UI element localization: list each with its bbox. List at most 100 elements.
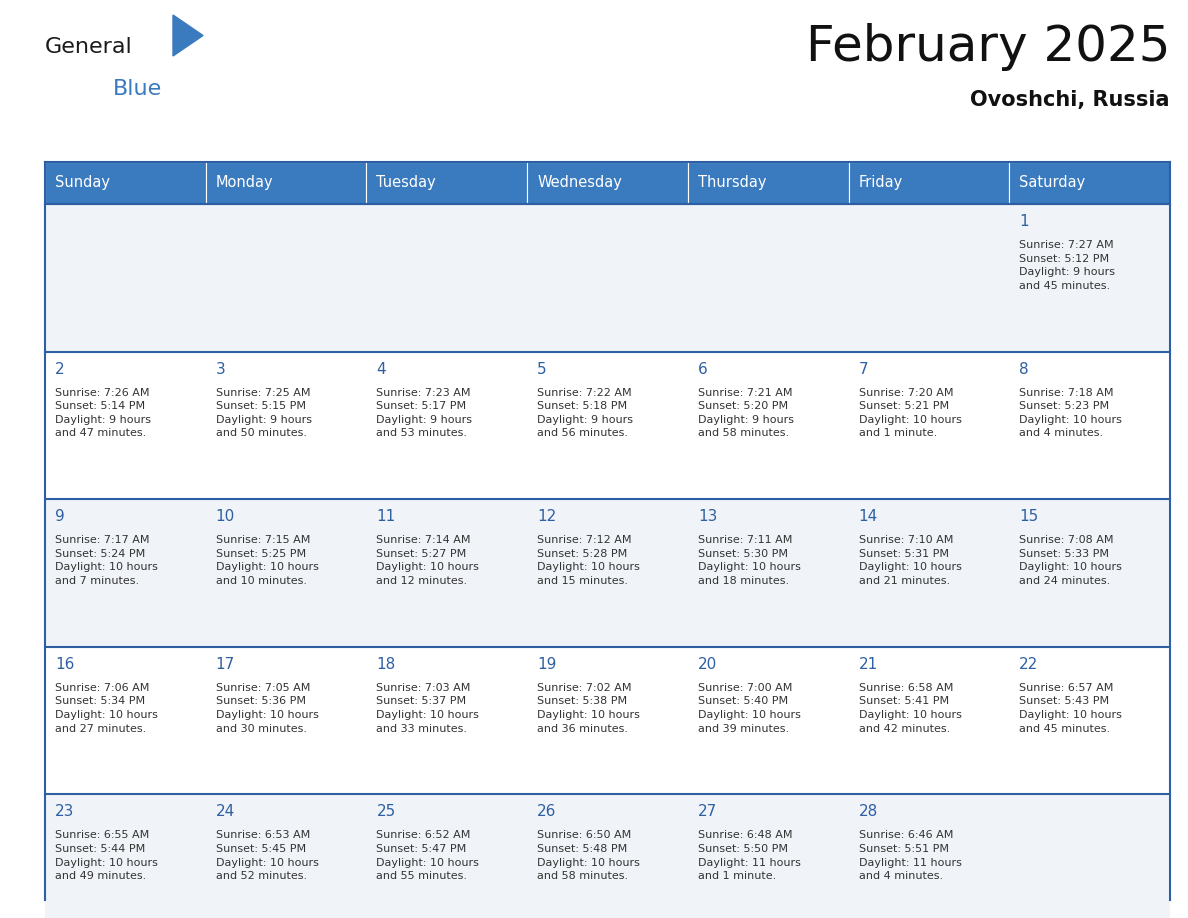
Text: 15: 15 (1019, 509, 1038, 524)
Bar (366, 162, 527, 204)
Text: 23: 23 (55, 804, 75, 820)
Bar (688, 352, 848, 499)
Text: General: General (45, 37, 133, 57)
Bar (366, 352, 527, 499)
Bar (527, 794, 688, 918)
Text: Ovoshchi, Russia: Ovoshchi, Russia (971, 90, 1170, 110)
Bar (206, 499, 366, 647)
Bar (848, 499, 1010, 647)
Bar (848, 794, 1010, 918)
Text: Thursday: Thursday (697, 175, 766, 191)
Bar (206, 794, 366, 918)
Bar (1010, 204, 1170, 352)
Bar (45, 794, 206, 918)
Bar (366, 647, 527, 794)
Text: Sunrise: 7:18 AM
Sunset: 5:23 PM
Daylight: 10 hours
and 4 minutes.: Sunrise: 7:18 AM Sunset: 5:23 PM Dayligh… (1019, 387, 1123, 439)
Text: Sunrise: 6:50 AM
Sunset: 5:48 PM
Daylight: 10 hours
and 58 minutes.: Sunrise: 6:50 AM Sunset: 5:48 PM Dayligh… (537, 831, 640, 881)
Bar (688, 794, 848, 918)
Text: 5: 5 (537, 362, 546, 376)
Text: 24: 24 (216, 804, 235, 820)
Text: Sunrise: 7:26 AM
Sunset: 5:14 PM
Daylight: 9 hours
and 47 minutes.: Sunrise: 7:26 AM Sunset: 5:14 PM Dayligh… (55, 387, 151, 439)
Text: 12: 12 (537, 509, 556, 524)
Text: 13: 13 (697, 509, 718, 524)
Bar (688, 204, 848, 352)
Text: 6: 6 (697, 362, 708, 376)
Bar (688, 162, 848, 204)
Bar (527, 204, 688, 352)
Text: Sunrise: 7:21 AM
Sunset: 5:20 PM
Daylight: 9 hours
and 58 minutes.: Sunrise: 7:21 AM Sunset: 5:20 PM Dayligh… (697, 387, 794, 439)
Text: Monday: Monday (216, 175, 273, 191)
Text: Tuesday: Tuesday (377, 175, 436, 191)
Text: Sunrise: 7:00 AM
Sunset: 5:40 PM
Daylight: 10 hours
and 39 minutes.: Sunrise: 7:00 AM Sunset: 5:40 PM Dayligh… (697, 683, 801, 733)
Text: Sunrise: 7:15 AM
Sunset: 5:25 PM
Daylight: 10 hours
and 10 minutes.: Sunrise: 7:15 AM Sunset: 5:25 PM Dayligh… (216, 535, 318, 586)
Text: Sunrise: 7:02 AM
Sunset: 5:38 PM
Daylight: 10 hours
and 36 minutes.: Sunrise: 7:02 AM Sunset: 5:38 PM Dayligh… (537, 683, 640, 733)
Bar (1010, 352, 1170, 499)
Bar (45, 499, 206, 647)
Text: 22: 22 (1019, 656, 1038, 672)
Text: Sunrise: 7:20 AM
Sunset: 5:21 PM
Daylight: 10 hours
and 1 minute.: Sunrise: 7:20 AM Sunset: 5:21 PM Dayligh… (859, 387, 961, 439)
Bar (527, 162, 688, 204)
Text: Sunrise: 7:22 AM
Sunset: 5:18 PM
Daylight: 9 hours
and 56 minutes.: Sunrise: 7:22 AM Sunset: 5:18 PM Dayligh… (537, 387, 633, 439)
Bar (45, 352, 206, 499)
Text: 2: 2 (55, 362, 64, 376)
Text: Sunrise: 7:11 AM
Sunset: 5:30 PM
Daylight: 10 hours
and 18 minutes.: Sunrise: 7:11 AM Sunset: 5:30 PM Dayligh… (697, 535, 801, 586)
Text: Friday: Friday (859, 175, 903, 191)
Bar (848, 204, 1010, 352)
Text: 9: 9 (55, 509, 65, 524)
Bar (848, 647, 1010, 794)
Text: Sunrise: 6:48 AM
Sunset: 5:50 PM
Daylight: 11 hours
and 1 minute.: Sunrise: 6:48 AM Sunset: 5:50 PM Dayligh… (697, 831, 801, 881)
Bar (1010, 162, 1170, 204)
Bar (366, 499, 527, 647)
Bar (688, 647, 848, 794)
Bar (527, 499, 688, 647)
Bar (366, 204, 527, 352)
Text: 26: 26 (537, 804, 556, 820)
Bar (527, 352, 688, 499)
Text: Sunrise: 6:55 AM
Sunset: 5:44 PM
Daylight: 10 hours
and 49 minutes.: Sunrise: 6:55 AM Sunset: 5:44 PM Dayligh… (55, 831, 158, 881)
Text: Sunrise: 7:12 AM
Sunset: 5:28 PM
Daylight: 10 hours
and 15 minutes.: Sunrise: 7:12 AM Sunset: 5:28 PM Dayligh… (537, 535, 640, 586)
Bar (366, 794, 527, 918)
Text: Sunrise: 7:08 AM
Sunset: 5:33 PM
Daylight: 10 hours
and 24 minutes.: Sunrise: 7:08 AM Sunset: 5:33 PM Dayligh… (1019, 535, 1123, 586)
Bar (688, 499, 848, 647)
Text: Sunrise: 7:27 AM
Sunset: 5:12 PM
Daylight: 9 hours
and 45 minutes.: Sunrise: 7:27 AM Sunset: 5:12 PM Dayligh… (1019, 240, 1116, 291)
Text: Sunrise: 6:53 AM
Sunset: 5:45 PM
Daylight: 10 hours
and 52 minutes.: Sunrise: 6:53 AM Sunset: 5:45 PM Dayligh… (216, 831, 318, 881)
Text: 18: 18 (377, 656, 396, 672)
Text: 14: 14 (859, 509, 878, 524)
Text: 19: 19 (537, 656, 556, 672)
Polygon shape (173, 15, 203, 56)
Text: 4: 4 (377, 362, 386, 376)
Bar (206, 647, 366, 794)
Bar (527, 647, 688, 794)
Text: Sunrise: 7:03 AM
Sunset: 5:37 PM
Daylight: 10 hours
and 33 minutes.: Sunrise: 7:03 AM Sunset: 5:37 PM Dayligh… (377, 683, 479, 733)
Text: Sunrise: 6:57 AM
Sunset: 5:43 PM
Daylight: 10 hours
and 45 minutes.: Sunrise: 6:57 AM Sunset: 5:43 PM Dayligh… (1019, 683, 1123, 733)
Text: 25: 25 (377, 804, 396, 820)
Text: Blue: Blue (113, 79, 163, 99)
Text: Sunrise: 7:10 AM
Sunset: 5:31 PM
Daylight: 10 hours
and 21 minutes.: Sunrise: 7:10 AM Sunset: 5:31 PM Dayligh… (859, 535, 961, 586)
Bar (848, 162, 1010, 204)
Bar (45, 204, 206, 352)
Text: Sunrise: 7:25 AM
Sunset: 5:15 PM
Daylight: 9 hours
and 50 minutes.: Sunrise: 7:25 AM Sunset: 5:15 PM Dayligh… (216, 387, 311, 439)
Text: February 2025: February 2025 (805, 23, 1170, 71)
Text: 10: 10 (216, 509, 235, 524)
Text: Sunrise: 7:06 AM
Sunset: 5:34 PM
Daylight: 10 hours
and 27 minutes.: Sunrise: 7:06 AM Sunset: 5:34 PM Dayligh… (55, 683, 158, 733)
Text: 20: 20 (697, 656, 718, 672)
Text: 28: 28 (859, 804, 878, 820)
Bar (206, 162, 366, 204)
Text: 7: 7 (859, 362, 868, 376)
Bar (848, 352, 1010, 499)
Text: Wednesday: Wednesday (537, 175, 623, 191)
Text: Sunrise: 7:17 AM
Sunset: 5:24 PM
Daylight: 10 hours
and 7 minutes.: Sunrise: 7:17 AM Sunset: 5:24 PM Dayligh… (55, 535, 158, 586)
Text: Sunrise: 6:52 AM
Sunset: 5:47 PM
Daylight: 10 hours
and 55 minutes.: Sunrise: 6:52 AM Sunset: 5:47 PM Dayligh… (377, 831, 479, 881)
Bar (1010, 499, 1170, 647)
Bar (45, 647, 206, 794)
Text: 3: 3 (216, 362, 226, 376)
Text: Sunrise: 7:23 AM
Sunset: 5:17 PM
Daylight: 9 hours
and 53 minutes.: Sunrise: 7:23 AM Sunset: 5:17 PM Dayligh… (377, 387, 473, 439)
Text: 1: 1 (1019, 214, 1029, 229)
Text: Sunrise: 6:58 AM
Sunset: 5:41 PM
Daylight: 10 hours
and 42 minutes.: Sunrise: 6:58 AM Sunset: 5:41 PM Dayligh… (859, 683, 961, 733)
Text: 16: 16 (55, 656, 75, 672)
Bar (206, 352, 366, 499)
Text: Sunrise: 7:14 AM
Sunset: 5:27 PM
Daylight: 10 hours
and 12 minutes.: Sunrise: 7:14 AM Sunset: 5:27 PM Dayligh… (377, 535, 479, 586)
Bar (206, 204, 366, 352)
Text: 21: 21 (859, 656, 878, 672)
Text: Sunrise: 7:05 AM
Sunset: 5:36 PM
Daylight: 10 hours
and 30 minutes.: Sunrise: 7:05 AM Sunset: 5:36 PM Dayligh… (216, 683, 318, 733)
